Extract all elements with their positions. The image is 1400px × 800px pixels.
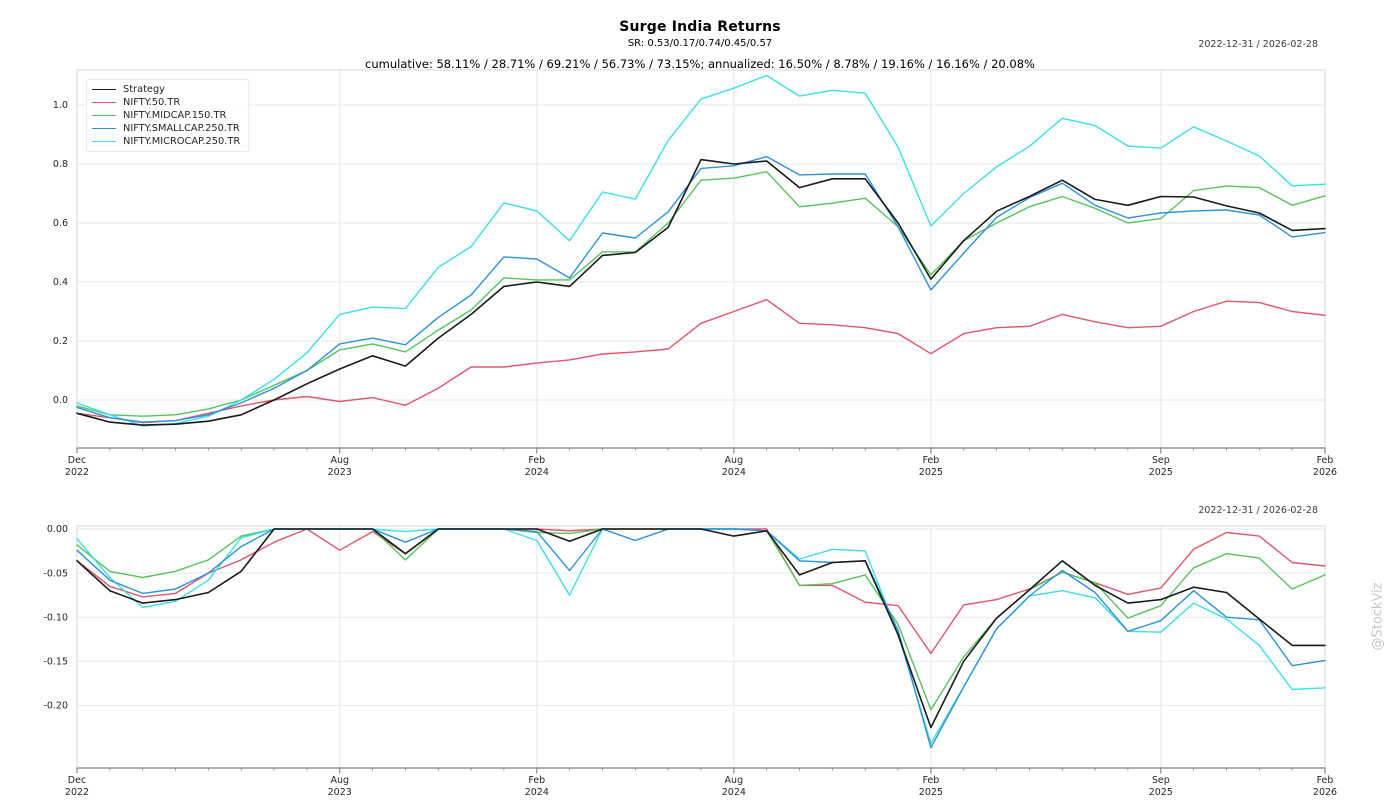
legend-item-microcap250: NIFTY.MICROCAP.250.TR: [92, 135, 240, 148]
y-tick-label: 0.8: [53, 159, 68, 170]
x-tick-label: Sep: [1152, 775, 1170, 786]
y-tick-label: 0.4: [53, 277, 68, 288]
x-tick-label: Aug: [725, 455, 744, 466]
nifty50-line-swatch: [92, 101, 116, 104]
x-tick-label-year: 2024: [722, 467, 746, 478]
smallcap250-line-swatch: [92, 127, 116, 130]
x-tick-label-year: 2023: [328, 787, 352, 798]
x-tick-label: Feb: [922, 775, 939, 786]
line-NIFTY.MIDCAP.150.TR: [76, 528, 1326, 711]
x-tick-label-year: 2024: [525, 787, 549, 798]
plot-border: [76, 69, 1326, 448]
x-tick-label-year: 2022: [65, 467, 89, 478]
y-tick-label: 0.0: [53, 395, 68, 406]
date-range-top: 2022-12-31 / 2026-02-28: [1198, 39, 1318, 50]
legend: Strategy NIFTY.50.TR NIFTY.MIDCAP.150.TR…: [86, 79, 250, 152]
drawdowns-chart: Dec2022Aug2023Feb2024Aug2024Feb2025Sep20…: [43, 524, 1337, 798]
legend-label: NIFTY.MIDCAP.150.TR: [123, 110, 227, 121]
legend-label: NIFTY.MICROCAP.250.TR: [123, 136, 241, 147]
x-tick-label-year: 2026: [1313, 787, 1337, 798]
line-Strategy: [76, 158, 1326, 426]
legend-item-nifty50: NIFTY.50.TR: [92, 96, 240, 109]
x-tick-label: Feb: [528, 775, 545, 786]
x-tick-label: Aug: [725, 775, 744, 786]
y-tick-label: 1.0: [53, 100, 68, 111]
legend-item-smallcap250: NIFTY.SMALLCAP.250.TR: [92, 122, 240, 135]
x-tick-label-year: 2025: [1149, 467, 1173, 478]
line-NIFTY.MICROCAP.250.TR: [76, 528, 1326, 744]
x-tick-label: Feb: [1317, 455, 1334, 466]
x-tick-label-year: 2025: [919, 467, 943, 478]
y-tick-label: 0.6: [53, 218, 68, 229]
x-tick-label: Feb: [528, 455, 545, 466]
legend-label: NIFTY.SMALLCAP.250.TR: [123, 123, 240, 134]
strategy-line-swatch: [92, 88, 116, 91]
date-range-bottom: 2022-12-31 / 2026-02-28: [1198, 505, 1318, 516]
legend-label: Strategy: [123, 84, 165, 95]
line-NIFTY.SMALLCAP.250.TR: [76, 528, 1326, 749]
x-tick-label: Dec: [68, 775, 86, 786]
page-title: Surge India Returns: [619, 19, 781, 35]
y-tick-label: 0.00: [47, 524, 68, 535]
line-NIFTY.MIDCAP.150.TR: [76, 170, 1326, 417]
line-NIFTY.MICROCAP.250.TR: [76, 74, 1326, 427]
x-tick-label: Feb: [922, 455, 939, 466]
cumulative-returns-chart: Dec2022Aug2023Feb2024Aug2024Feb2025Sep20…: [53, 69, 1337, 478]
x-tick-label-year: 2023: [328, 467, 352, 478]
sharpe-ratio-subtitle: SR: 0.53/0.17/0.74/0.45/0.57: [627, 38, 773, 49]
returns-summary-line: cumulative: 58.11% / 28.71% / 69.21% / 5…: [365, 57, 1035, 71]
x-tick-label-year: 2024: [525, 467, 549, 478]
x-tick-label-year: 2024: [722, 787, 746, 798]
x-tick-label-year: 2025: [919, 787, 943, 798]
y-tick-label: 0.2: [53, 336, 68, 347]
line-NIFTY.50.TR: [76, 528, 1326, 655]
x-tick-label-year: 2026: [1313, 467, 1337, 478]
y-tick-label: -0.10: [43, 612, 68, 623]
y-tick-label: -0.20: [43, 701, 68, 712]
x-tick-label-year: 2025: [1149, 787, 1173, 798]
y-tick-label: -0.05: [43, 568, 68, 579]
y-tick-label: -0.15: [43, 657, 68, 668]
x-tick-label: Feb: [1317, 775, 1334, 786]
x-tick-label: Aug: [330, 455, 349, 466]
legend-item-midcap150: NIFTY.MIDCAP.150.TR: [92, 109, 240, 122]
x-tick-label: Dec: [68, 455, 86, 466]
microcap250-line-swatch: [92, 140, 116, 143]
plot-border: [76, 525, 1326, 768]
x-tick-label: Aug: [330, 775, 349, 786]
midcap150-line-swatch: [92, 114, 116, 117]
line-NIFTY.50.TR: [76, 299, 1326, 424]
legend-label: NIFTY.50.TR: [123, 97, 181, 108]
line-Strategy: [76, 528, 1326, 729]
x-tick-label: Sep: [1152, 455, 1170, 466]
x-tick-label-year: 2022: [65, 787, 89, 798]
line-NIFTY.SMALLCAP.250.TR: [76, 155, 1326, 423]
legend-item-strategy: Strategy: [92, 83, 240, 96]
